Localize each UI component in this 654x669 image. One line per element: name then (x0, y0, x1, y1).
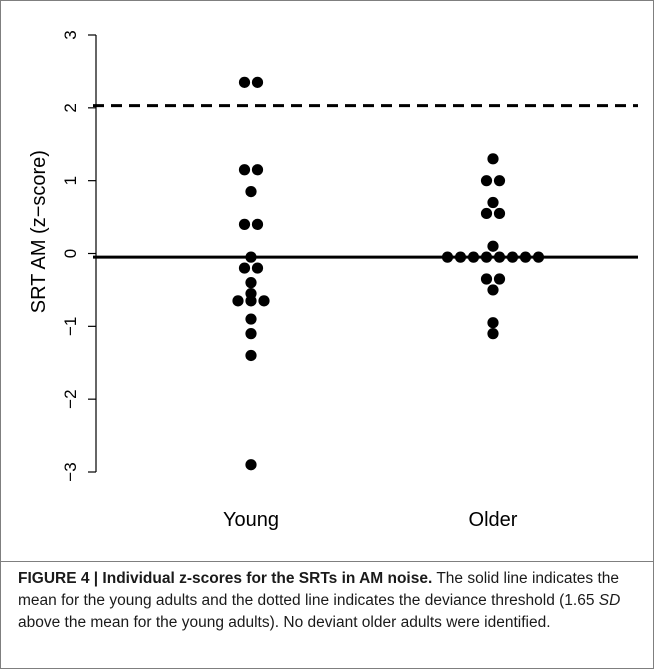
caption-label: FIGURE 4 | Individual z-scores for the S… (18, 570, 433, 587)
data-point-young (245, 185, 257, 198)
data-point-older (532, 251, 545, 263)
data-point-young (232, 295, 244, 307)
data-point-older (467, 251, 480, 263)
caption-sd: SD (598, 592, 621, 609)
data-point-young (245, 277, 257, 289)
data-point-older (487, 196, 499, 209)
data-point-older (487, 317, 499, 329)
data-point-older (487, 284, 499, 296)
caption-text-2: above the mean for the young adults). No… (18, 614, 551, 631)
y-tick-label: 0 (61, 249, 80, 258)
x-category-label-young: Young (223, 509, 279, 531)
y-tick-label: −3 (61, 462, 80, 481)
data-point-young (238, 262, 251, 274)
data-point-young (245, 349, 257, 362)
data-point-young (245, 251, 257, 263)
y-tick-label: 2 (61, 103, 80, 112)
data-point-older (480, 273, 493, 285)
y-tick-label: 1 (61, 176, 80, 185)
data-point-older (480, 207, 493, 220)
data-point-older (441, 251, 454, 263)
data-point-young (245, 459, 257, 471)
data-point-young (251, 218, 264, 230)
y-tick-label: −1 (61, 317, 80, 336)
data-point-young (251, 76, 264, 88)
data-point-older (487, 153, 499, 165)
y-tick-label: −2 (61, 389, 80, 408)
data-point-older (493, 251, 506, 263)
x-category-labels: Young Older (223, 509, 518, 531)
data-point-young (245, 328, 257, 340)
data-point-young (245, 295, 257, 307)
data-point-older (519, 251, 532, 263)
x-category-label-older: Older (469, 509, 518, 531)
data-point-older (487, 328, 499, 340)
y-axis: −3 −2 −1 0 1 2 3 (61, 30, 97, 482)
data-point-older (454, 251, 467, 263)
data-point-older (493, 175, 506, 187)
data-point-older (480, 175, 493, 187)
caption-text-1: The solid line indicates the mean for th… (18, 570, 619, 609)
figure-caption: FIGURE 4 | Individual z-scores for the S… (1, 561, 653, 669)
data-point-young (238, 164, 251, 176)
y-axis-label: SRT AM (z−score) (28, 150, 50, 313)
data-point-young (251, 262, 264, 274)
data-point-young (258, 295, 270, 307)
reference-lines (93, 104, 638, 259)
data-point-young (238, 76, 251, 88)
data-point-older (493, 273, 506, 285)
data-point-older (480, 251, 493, 263)
data-point-young (245, 313, 257, 325)
data-point-older (506, 251, 519, 263)
y-tick-label: 3 (61, 30, 80, 39)
data-point-older (487, 240, 499, 252)
data-point-young (238, 218, 251, 230)
data-point-older (493, 207, 506, 220)
scatter-plot: −3 −2 −1 0 1 2 3 Young Older SRT AM (z−score) (28, 30, 638, 531)
data-points (232, 76, 545, 471)
data-point-young (251, 164, 264, 176)
